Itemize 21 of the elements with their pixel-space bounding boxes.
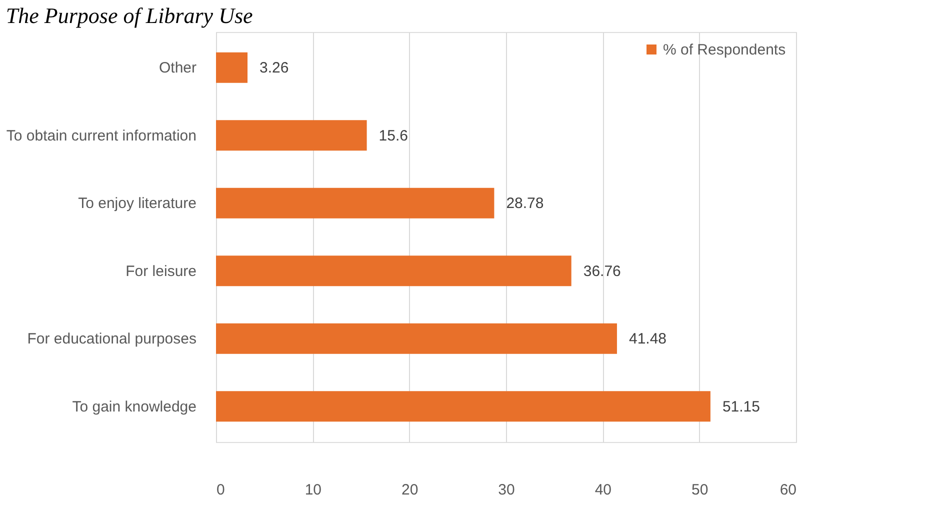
x-tick-label: 40: [594, 482, 612, 498]
y-tick-label: For educational purposes: [27, 330, 196, 348]
data-label: 36.76: [583, 262, 621, 280]
y-tick-label: To obtain current information: [6, 127, 196, 144]
x-tick-label: 0: [216, 482, 225, 498]
chart-title: The Purpose of Library Use: [6, 3, 254, 28]
x-tick-label: 50: [691, 482, 708, 498]
y-tick-label: To enjoy literature: [78, 195, 196, 212]
data-label: 28.78: [506, 195, 544, 212]
x-tick-label: 30: [498, 482, 515, 498]
y-tick-label: Other: [158, 60, 197, 77]
data-label: 3.26: [260, 60, 289, 77]
data-label: 51.15: [722, 398, 760, 416]
data-label: 15.6: [378, 127, 408, 144]
x-tick-label: 60: [780, 482, 796, 498]
data-label: 41.48: [628, 330, 667, 348]
x-tick-label: 20: [401, 482, 418, 498]
y-tick-label: For leisure: [126, 262, 196, 280]
y-tick-label: To gain knowledge: [72, 398, 196, 416]
x-tick-label: 10: [304, 482, 322, 498]
legend-label: % of Respondents: [663, 42, 786, 58]
